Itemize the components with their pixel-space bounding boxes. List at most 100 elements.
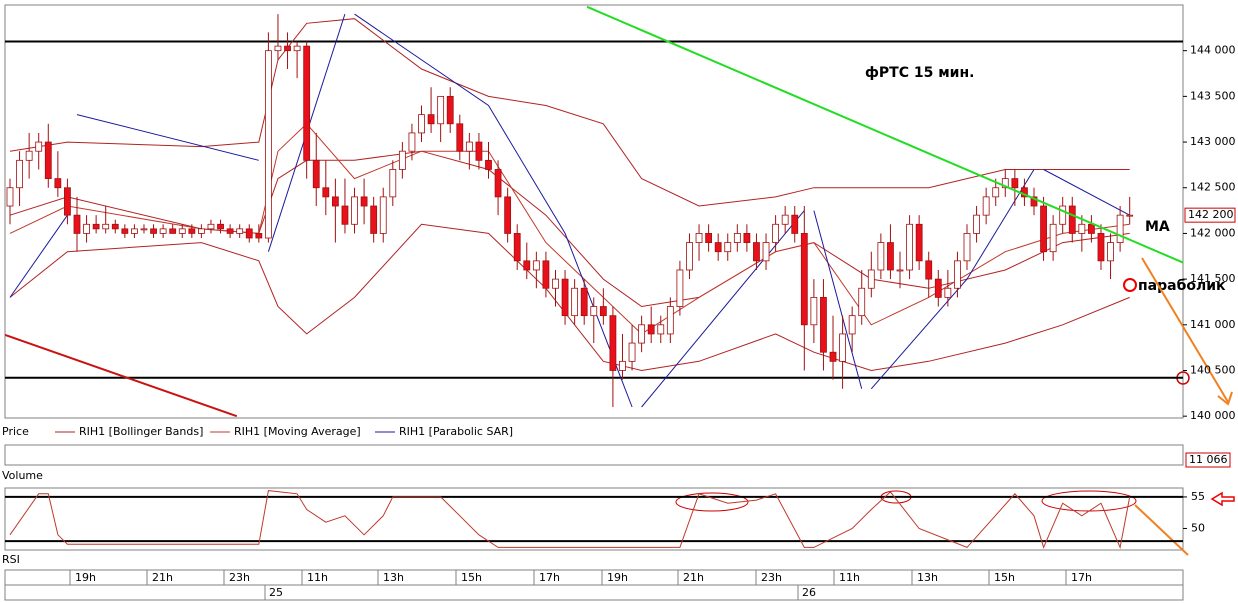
candle-body (772, 223, 779, 243)
volume-last: 11 066 (1189, 453, 1228, 466)
candle-body (877, 242, 885, 271)
candle-body (590, 306, 598, 317)
candle-body (686, 242, 693, 271)
candle-body (714, 242, 722, 253)
chart-title: фРТС 15 мин. (865, 65, 974, 81)
candle-body (178, 228, 186, 234)
candle-body (619, 360, 626, 371)
candle-body (83, 223, 90, 234)
candle-body (915, 223, 923, 262)
candle-body (197, 228, 205, 234)
candle-body (982, 196, 990, 216)
candle-body (580, 287, 588, 317)
candle-body (523, 260, 531, 271)
candle-body (1116, 214, 1124, 243)
time-label: 19h (607, 571, 628, 584)
candle-body (906, 223, 913, 271)
candle-body (465, 141, 473, 152)
time-label: 13h (383, 571, 404, 584)
candle-body (226, 228, 234, 234)
candle-body (408, 132, 416, 152)
day-label: 26 (802, 586, 816, 599)
rsi-tick-label: 55 (1191, 490, 1205, 503)
candle-body (398, 150, 406, 170)
candle-body (456, 123, 464, 152)
candle-body (494, 169, 502, 198)
candle-body (753, 242, 760, 262)
candle-body (743, 233, 751, 243)
candle-body (695, 233, 703, 243)
candle-body (379, 196, 387, 234)
candle-body (236, 228, 244, 234)
time-label: 15h (994, 571, 1015, 584)
candle-body (44, 141, 52, 180)
trend-line (4, 333, 238, 418)
time-label: 11h (839, 571, 860, 584)
candle-body (121, 228, 129, 234)
bollinger-band (9, 150, 1130, 308)
time-label: 17h (539, 571, 560, 584)
time-label: 21h (683, 571, 704, 584)
price-label: Price (2, 425, 29, 438)
candle-body (762, 242, 770, 262)
candle-body (867, 269, 875, 289)
rsi-highlight (1041, 490, 1137, 512)
candle-body (25, 150, 33, 161)
volume-panel (4, 444, 1184, 466)
candle-body (1126, 214, 1134, 217)
candle-body (35, 141, 43, 152)
candle-body (571, 287, 579, 317)
candle-body (150, 228, 157, 234)
last-price-box (1184, 207, 1236, 223)
legend-label: RIH1 [Parabolic SAR] (399, 425, 513, 438)
y-tick-label: 143 000 (1190, 135, 1236, 148)
candle-body (293, 45, 301, 52)
candle-body (647, 324, 655, 335)
candle-body (312, 159, 320, 189)
candle-body (188, 228, 196, 234)
candle-body (724, 242, 732, 253)
candle-body (820, 296, 827, 353)
trend-line (586, 5, 1184, 264)
candle-body (848, 315, 856, 335)
candle-body (829, 351, 837, 362)
time-label: 13h (917, 571, 938, 584)
y-tick-label: 142 000 (1190, 226, 1236, 239)
volume-label: Volume (2, 469, 43, 482)
candle-body (552, 278, 559, 289)
candle-body (54, 178, 62, 189)
candle-body (169, 228, 177, 234)
candle-body (561, 278, 569, 317)
candle-body (963, 233, 971, 262)
candle-body (64, 187, 71, 216)
candle-body (131, 228, 138, 234)
candle-body (274, 45, 282, 52)
candle-body (1068, 205, 1076, 234)
candle-body (542, 260, 550, 289)
candle-body (92, 223, 100, 230)
y-tick-label: 140 000 (1190, 409, 1236, 422)
candle-body (341, 205, 349, 225)
candle-body (159, 228, 167, 234)
candle-body (1107, 242, 1114, 262)
candle-body (781, 214, 789, 225)
time-label: 21h (152, 571, 173, 584)
candle-body (140, 228, 148, 231)
y-tick-label: 142 500 (1190, 181, 1236, 194)
candle-body (1011, 178, 1019, 189)
candle-body (657, 324, 665, 335)
candle-body (322, 187, 330, 198)
candle-body (351, 196, 358, 225)
price-panel (4, 4, 1184, 419)
candle-body (73, 214, 81, 234)
candle-body (599, 306, 607, 317)
time-label: 11h (307, 571, 328, 584)
y-tick-label: 141 000 (1190, 318, 1236, 331)
candle-body (791, 214, 799, 234)
rsi-line (9, 490, 1131, 550)
legend-label: RIH1 [Moving Average] (234, 425, 361, 438)
arrow-head (1217, 391, 1233, 406)
candle-body (264, 50, 272, 239)
candle-body (810, 296, 818, 326)
candle-body (800, 233, 808, 326)
